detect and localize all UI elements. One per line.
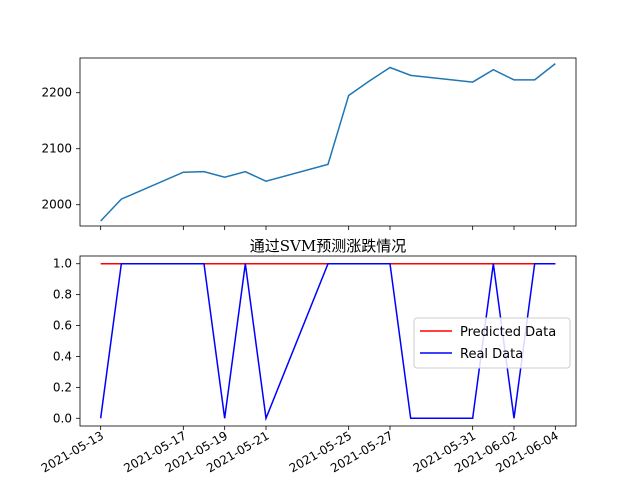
bottom-y-tick-label: 0.0 <box>53 411 72 425</box>
chart-title: 通过SVM预测涨跌情况 <box>250 237 406 255</box>
bottom-axes: 通过SVM预测涨跌情况 0.0 0.2 0.4 0.6 0.8 1.0 2021-05-1… <box>39 237 577 475</box>
top-x-ticks <box>100 226 556 230</box>
bottom-x-tick-label: 2021-05-13 <box>39 428 106 475</box>
price-line <box>100 63 556 222</box>
top-y-tick-label: 2200 <box>41 86 72 100</box>
bottom-y-tick-label: 0.6 <box>53 319 72 333</box>
legend-box <box>413 317 571 369</box>
bottom-y-tick-label: 0.4 <box>53 349 72 363</box>
top-y-tick-label: 2000 <box>41 198 72 212</box>
legend-label-predicted: Predicted Data <box>460 325 556 340</box>
bottom-axes-frame <box>79 255 577 427</box>
bottom-x-ticks: 2021-05-13 2021-05-172021-05-192021-05-21… <box>39 426 561 475</box>
bottom-y-ticks: 0.0 0.2 0.4 0.6 0.8 1.0 <box>53 257 80 425</box>
legend-label-real: Real Data <box>460 347 523 362</box>
top-axes-frame <box>79 57 577 227</box>
bottom-y-tick-label: 0.8 <box>53 288 72 302</box>
top-axes: 2000 2100 2200 <box>41 57 577 230</box>
bottom-y-tick-label: 1.0 <box>53 257 72 271</box>
top-y-tick-label: 2100 <box>41 142 72 156</box>
legend: Predicted Data Real Data <box>413 317 571 369</box>
top-y-ticks: 2000 2100 2200 <box>41 86 80 212</box>
real-data-line <box>99 262 556 422</box>
bottom-y-tick-label: 0.2 <box>53 380 72 394</box>
